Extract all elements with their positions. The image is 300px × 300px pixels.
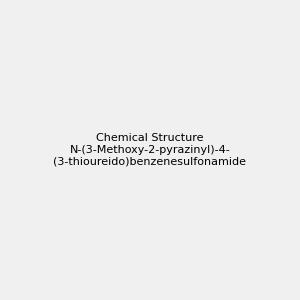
Text: Chemical Structure
N-(3-Methoxy-2-pyrazinyl)-4-
(3-thioureido)benzenesulfonamide: Chemical Structure N-(3-Methoxy-2-pyrazi… — [53, 134, 247, 166]
